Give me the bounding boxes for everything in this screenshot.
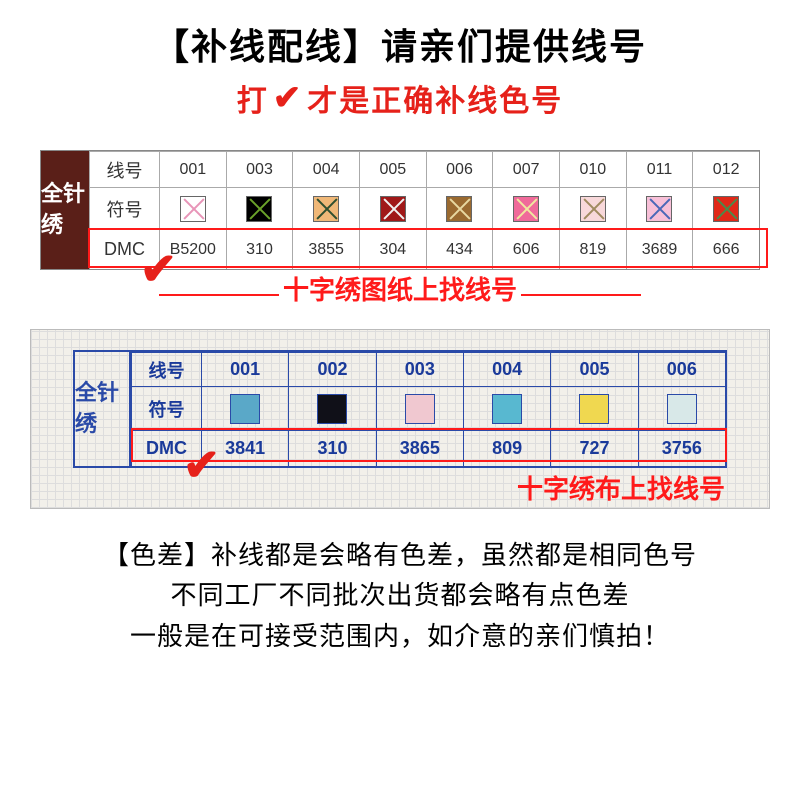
table2-row-label: 符号 [131,386,201,430]
table2-symbol-swatch [550,386,637,430]
table1-thread-number: 011 [626,151,693,187]
table1-row-label: 符号 [89,187,159,229]
subtitle-post: 才是正确补线色号 [307,76,563,120]
table1-thread-number: 012 [692,151,759,187]
table2-side-label: 全针绣 [75,352,131,466]
table2-dmc-value: 809 [463,430,550,466]
table2-dmc-value: 3865 [376,430,463,466]
page-subtitle: 打 ✔ 才是正确补线色号 [237,76,564,120]
table2-dmc-value: 3756 [638,430,725,466]
checkmark-icon-2: ✔ [183,440,220,491]
table1-symbol-swatch [692,187,759,229]
table1-grid: 线号001003004005006007010011012符号DMCB52003… [89,151,759,269]
table2-thread-number: 005 [550,352,637,386]
table1-dmc-value: 310 [226,229,293,269]
table1-row-label: 线号 [89,151,159,187]
footer-line3: 一般是在可接受范围内，如介意的亲们慎拍！ [30,616,770,656]
table1-dmc-value: 666 [692,229,759,269]
table1-symbol-swatch [426,187,493,229]
table1-dmc-value: 3689 [626,229,693,269]
table1-symbol-swatch [626,187,693,229]
table1-thread-number: 003 [226,151,293,187]
table2-symbol-swatch [288,386,375,430]
table2-thread-number: 002 [288,352,375,386]
footer-text: 【色差】补线都是会略有色差，虽然都是相同色号 不同工厂不同批次出货都会略有点色差… [30,535,770,656]
table1-wrap: 全针绣 线号001003004005006007010011012符号DMCB5… [40,150,760,270]
table1-symbol-swatch [359,187,426,229]
footer-line2: 不同工厂不同批次出货都会略有点色差 [30,575,770,615]
table1-side-label: 全针绣 [41,151,89,269]
check-icon: ✔ [273,78,304,118]
table1-thread-number: 001 [159,151,226,187]
header: 【补线配线】请亲们提供线号 打 ✔ 才是正确补线色号 [0,0,800,128]
table1-symbol-swatch [226,187,293,229]
table1-thread-number: 010 [559,151,626,187]
table2-dmc-value: 310 [288,430,375,466]
table2-symbol-swatch [638,386,725,430]
table2-caption: 十字绣布上找线号 [517,469,725,506]
table2-grid: 线号001002003004005006符号DMC384131038658097… [131,352,725,466]
table2: 全针绣 线号001002003004005006符号DMC38413103865… [73,350,727,468]
footer-line1: 【色差】补线都是会略有色差，虽然都是相同色号 [30,535,770,575]
table1-thread-number: 006 [426,151,493,187]
table2-row-label: 线号 [131,352,201,386]
caption-line-right [521,294,641,296]
table2-symbol-swatch [463,386,550,430]
subtitle-pre: 打 [237,76,269,120]
table2-symbol-swatch [376,386,463,430]
table2-symbol-swatch [201,386,288,430]
table2-thread-number: 001 [201,352,288,386]
table1-symbol-swatch [292,187,359,229]
table1-thread-number: 004 [292,151,359,187]
caption-line-left [159,294,279,296]
table1-thread-number: 005 [359,151,426,187]
table2-thread-number: 006 [638,352,725,386]
table1-thread-number: 007 [492,151,559,187]
table1-caption: 十字绣图纸上找线号 [283,275,517,305]
table2-thread-number: 003 [376,352,463,386]
table2-thread-number: 004 [463,352,550,386]
table2-dmc-value: 727 [550,430,637,466]
fabric-panel: 全针绣 线号001002003004005006符号DMC38413103865… [30,329,770,509]
table1-dmc-value: 819 [559,229,626,269]
table1-symbol-swatch [559,187,626,229]
table1-dmc-value: 3855 [292,229,359,269]
table1-symbol-swatch [159,187,226,229]
caption1-wrap: 十字绣图纸上找线号 [40,270,760,307]
table1-dmc-value: 606 [492,229,559,269]
page-title: 【补线配线】请亲们提供线号 [0,18,800,70]
table1-symbol-swatch [492,187,559,229]
table1-dmc-value: 304 [359,229,426,269]
table1-dmc-value: 434 [426,229,493,269]
